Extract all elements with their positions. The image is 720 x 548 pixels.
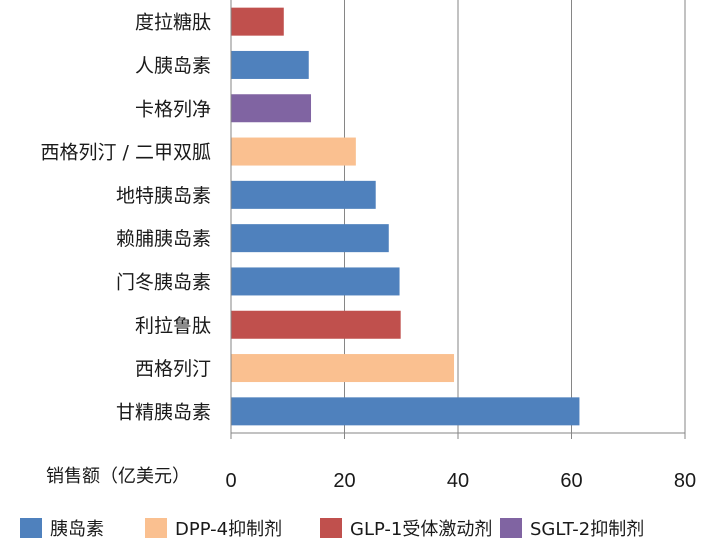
bar xyxy=(231,7,284,36)
bar xyxy=(231,224,389,253)
x-tick-label: 20 xyxy=(333,470,355,492)
category-label: 度拉糖肽 xyxy=(135,12,211,34)
bar xyxy=(231,94,312,123)
category-label: 地特胰岛素 xyxy=(116,185,211,207)
bar xyxy=(231,397,580,426)
bar xyxy=(231,310,401,339)
category-label: 人胰岛素 xyxy=(135,55,211,77)
bars xyxy=(231,7,580,426)
category-label: 西格列汀 xyxy=(135,358,211,380)
x-tick-label: 80 xyxy=(674,470,696,492)
x-tick-label: 0 xyxy=(225,470,236,492)
legend: 胰岛素 DPP-4抑制剂 GLP-1受体激动剂 SGLT-2抑制剂 xyxy=(20,518,644,540)
x-axis-title: 销售额（亿美元） xyxy=(46,466,190,487)
bar xyxy=(231,180,376,209)
legend-swatch xyxy=(20,518,42,538)
x-tick-label: 60 xyxy=(560,470,582,492)
category-label: 西格列汀 / 二甲双胍 xyxy=(41,142,211,164)
legend-label: DPP-4抑制剂 xyxy=(175,519,282,540)
bar xyxy=(231,267,400,296)
bar xyxy=(231,137,356,166)
x-tick-labels: 0 20 40 60 80 xyxy=(225,470,696,492)
bar xyxy=(231,50,309,79)
category-label: 利拉鲁肽 xyxy=(135,315,211,337)
category-label: 门冬胰岛素 xyxy=(116,271,211,293)
category-label: 赖脯胰岛素 xyxy=(116,228,211,250)
legend-swatch xyxy=(145,518,167,538)
bar xyxy=(231,354,455,383)
legend-label: SGLT-2抑制剂 xyxy=(530,519,644,540)
legend-swatch xyxy=(320,518,342,538)
legend-label: 胰岛素 xyxy=(50,519,104,540)
category-label: 卡格列净 xyxy=(135,98,211,120)
category-label: 甘精胰岛素 xyxy=(116,401,211,423)
legend-label: GLP-1受体激动剂 xyxy=(350,519,492,540)
x-tick-label: 40 xyxy=(447,470,469,492)
legend-swatch xyxy=(500,518,522,538)
